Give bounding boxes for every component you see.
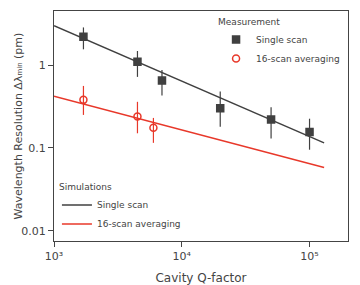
svg-text:16-scan averaging: 16-scan averaging (256, 54, 340, 64)
svg-text:Measurement: Measurement (218, 17, 280, 27)
svg-text:0.1: 0.1 (28, 142, 46, 155)
svg-text:0.01: 0.01 (21, 225, 46, 238)
svg-text:16-scan averaging: 16-scan averaging (97, 219, 181, 229)
svg-text:Cavity Q-factor: Cavity Q-factor (155, 271, 246, 285)
svg-text:Simulations: Simulations (59, 182, 112, 192)
svg-text:Wavelength Resolution Δλₘᵢₙ (p: Wavelength Resolution Δλₘᵢₙ (pm) (12, 33, 25, 220)
svg-text:10³: 10³ (45, 250, 63, 263)
svg-text:1: 1 (39, 59, 46, 72)
svg-text:10⁵: 10⁵ (300, 250, 318, 263)
svg-text:Single scan: Single scan (97, 200, 148, 210)
svg-text:Single scan: Single scan (256, 35, 307, 45)
svg-text:10⁴: 10⁴ (173, 250, 192, 263)
